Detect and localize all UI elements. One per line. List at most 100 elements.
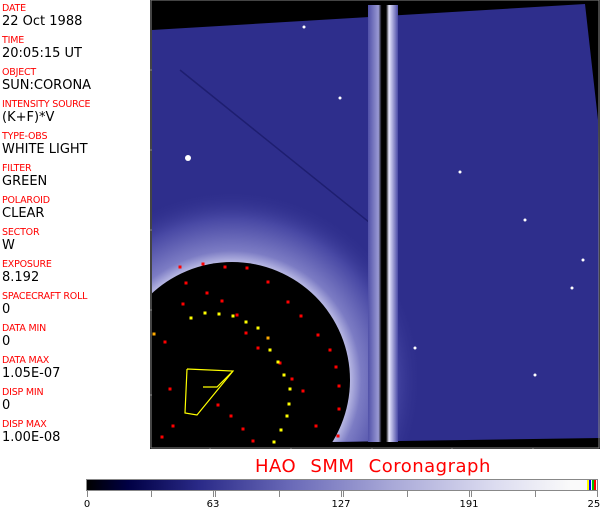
colorbar-tick (279, 491, 280, 497)
field-value: 1.00E-08 (2, 430, 61, 445)
colorbar-tick-label: 0 (83, 499, 91, 510)
field-value: 1.05E-07 (2, 366, 61, 381)
marker-red (244, 331, 248, 335)
star (413, 346, 417, 350)
colorbar-tick (341, 491, 342, 497)
occulter-disk (150, 262, 350, 449)
field-label: OBJECT (2, 67, 37, 78)
field-value: W (2, 238, 15, 253)
field-label: DATA MIN (2, 323, 46, 334)
marker-red (160, 435, 164, 439)
colorbar-tick (343, 491, 344, 497)
field-data-max: DATA MAX 1.05E-07 (2, 355, 60, 381)
marker-yellow (282, 373, 286, 377)
star (185, 155, 191, 161)
marker-yellow (287, 402, 291, 406)
header-info-panel: DATE 22 Oct 1988 TIME 20:05:15 UT OBJECT SUN:… (0, 0, 151, 448)
marker-yellow (231, 314, 235, 318)
star (570, 286, 574, 290)
coronagraph-image (150, 0, 600, 449)
marker-red (337, 407, 341, 411)
reserved-color-blue (589, 480, 591, 490)
marker-red (316, 333, 320, 337)
marker-red (328, 348, 332, 352)
field-value: CLEAR (2, 206, 45, 221)
colorbar-tick (407, 491, 408, 497)
field-label: FILTER (2, 163, 32, 174)
field-label: TIME (2, 35, 25, 46)
marker-triangle (184, 368, 235, 416)
marker-red (184, 281, 188, 285)
marker-yellow (189, 316, 193, 320)
colorbar-tick (469, 491, 470, 497)
marker-yellow (279, 428, 283, 432)
field-exposure: EXPOSURE 8.192 (2, 259, 52, 285)
colorbar-tick (215, 491, 216, 497)
marker-red (181, 302, 185, 306)
reserved-color-yellow (587, 480, 589, 490)
field-value: 0 (2, 334, 11, 349)
marker-yellow (256, 326, 260, 330)
field-label: DISP MAX (2, 419, 47, 430)
instrument-title: HAO SMM Coronagraph (255, 456, 491, 477)
field-value: WHITE LIGHT (2, 142, 88, 157)
marker-red (171, 424, 175, 428)
star (458, 170, 462, 174)
marker-red (334, 365, 338, 369)
marker-yellow (276, 360, 280, 364)
marker-red (223, 265, 227, 269)
field-intensity-source: INTENSITY SOURCE (K+F)*V (2, 99, 91, 125)
marker-yellow (217, 312, 221, 316)
marker-red (314, 424, 318, 428)
field-label: DATA MAX (2, 355, 50, 366)
field-value: GREEN (2, 174, 48, 189)
marker-red (235, 313, 239, 317)
occulter-pylon (368, 5, 398, 442)
field-value: SUN:CORONA (2, 78, 92, 93)
marker-red (229, 414, 233, 418)
field-label: TYPE-OBS (2, 131, 48, 142)
colorbar-tick (151, 491, 152, 497)
field-polaroid: POLAROID CLEAR (2, 195, 50, 221)
colorbar-tick-label: 191 (459, 499, 479, 510)
star (523, 218, 527, 222)
marker-red (168, 387, 172, 391)
marker-cross (266, 336, 270, 340)
colorbar-tick (535, 491, 536, 497)
axis-ticks (150, 69, 534, 449)
field-date: DATE 22 Oct 1988 (2, 3, 82, 29)
colorbar-tick-label: 127 (331, 499, 351, 510)
marker-red (178, 265, 182, 269)
field-label: DATE (2, 3, 26, 14)
field-label: SECTOR (2, 227, 40, 238)
marker-red (336, 434, 340, 438)
marker-red (290, 377, 294, 381)
marker-red (337, 384, 341, 388)
marker-red (245, 266, 249, 270)
field-type-obs: TYPE-OBS WHITE LIGHT (2, 131, 88, 157)
field-spacecraft-roll: SPACECRAFT ROLL 0 (2, 291, 87, 317)
marker-red (301, 389, 305, 393)
marker-red (220, 299, 224, 303)
marker-red (251, 439, 255, 443)
reserved-color-green (592, 480, 594, 490)
field-value: 0 (2, 302, 11, 317)
marker-red (205, 291, 209, 295)
marker-red (241, 427, 245, 431)
field-value: 0 (2, 398, 11, 413)
marker-red (201, 262, 205, 266)
field-object: OBJECT SUN:CORONA (2, 67, 91, 93)
marker-yellow (272, 440, 276, 444)
marker-yellow (244, 320, 248, 324)
field-value: 8.192 (2, 270, 40, 285)
marker-red (278, 361, 282, 365)
colorbar-tick (597, 491, 598, 497)
field-label: SPACECRAFT ROLL (2, 291, 88, 302)
colorbar (86, 479, 598, 491)
star (581, 258, 585, 262)
marker-red (163, 340, 167, 344)
star (533, 373, 537, 377)
marker-yellow (203, 311, 207, 315)
field-value: 20:05:15 UT (2, 46, 82, 61)
field-label: DISP MIN (2, 387, 44, 398)
